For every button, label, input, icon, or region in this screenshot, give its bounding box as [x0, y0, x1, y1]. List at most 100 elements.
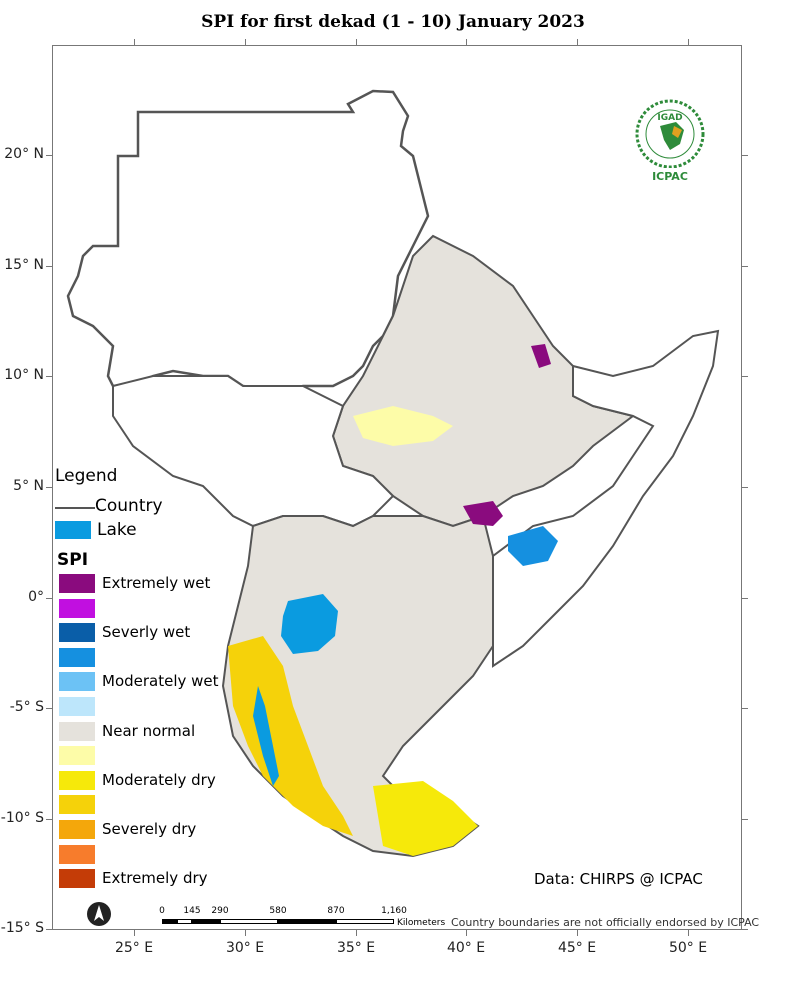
lat-label: -15° S [0, 920, 44, 936]
legend-spi-row [59, 795, 259, 815]
lat-label: 10° N [4, 367, 44, 383]
legend-lake-row: Lake [55, 520, 255, 542]
scale-tick: 145 [183, 906, 201, 916]
lat-tick [46, 376, 52, 377]
lat-label: 5° N [13, 478, 44, 494]
country-border-sudan [66, 89, 430, 393]
legend-spi-swatch [59, 672, 95, 692]
legend-title: Legend [55, 466, 118, 486]
lon-tick [688, 39, 689, 45]
legend-spi-label: Severely dry [102, 820, 197, 838]
boundary-disclaimer: Country boundaries are not officially en… [451, 916, 760, 929]
lat-label: 15° N [4, 257, 44, 273]
scale-segment [192, 919, 220, 924]
lat-tick [742, 376, 748, 377]
legend-spi-label: Moderately wet [102, 672, 219, 691]
lon-tick [577, 39, 578, 45]
north-arrow-icon [87, 902, 111, 926]
logo-igad-text: IGAD [657, 113, 682, 123]
legend-spi-row: Moderately dry [59, 770, 259, 791]
lon-label: 50° E [668, 940, 708, 956]
scale-tick: 580 [269, 906, 287, 916]
wet-patch-djibouti [531, 344, 551, 368]
lat-tick [742, 929, 748, 930]
map-canvas [66, 89, 720, 858]
lat-tick [46, 708, 52, 709]
lon-tick [134, 930, 135, 936]
legend-spi-row: Moderately wet [59, 672, 259, 692]
igad-logo-icon: IGAD [635, 99, 705, 169]
region-somalia [492, 329, 720, 668]
scale-tick: 290 [211, 906, 229, 916]
lon-tick [356, 39, 357, 45]
legend-spi-row [59, 647, 259, 668]
mild-dry-ethiopia [353, 406, 453, 446]
scale-segment [177, 919, 192, 924]
scale-tick: 0 [159, 906, 165, 916]
lat-label: 0° [28, 589, 44, 605]
lat-label: -5° S [9, 699, 44, 715]
lat-tick [46, 929, 52, 930]
lon-label: 40° E [446, 940, 486, 956]
legend-spi-row [59, 697, 259, 717]
legend-lake-label: Lake [97, 520, 137, 540]
legend-spi-label: Severly wet [102, 623, 191, 642]
lat-tick [742, 487, 748, 488]
lon-tick [466, 930, 467, 936]
legend-spi-row: Near normal [59, 721, 259, 742]
map-title: SPI for first dekad (1 - 10) January 202… [201, 12, 585, 32]
lat-tick [46, 819, 52, 820]
lon-tick [356, 930, 357, 936]
lat-tick [46, 487, 52, 488]
lon-label: 25° E [114, 940, 154, 956]
legend-spi-swatch [59, 721, 95, 741]
legend-spi-swatch [59, 844, 95, 864]
legend-spi-swatch [59, 623, 95, 643]
lat-tick [742, 819, 748, 820]
legend-spi-label: Extremely dry [102, 869, 208, 888]
lat-tick [742, 155, 748, 156]
scale-segment [336, 919, 394, 924]
region-south-sudan [112, 375, 395, 528]
legend-spi-row: Severely dry [59, 820, 259, 840]
legend-spi-row [59, 844, 259, 865]
scale-segment [162, 919, 177, 924]
legend-spi-swatch [59, 697, 95, 716]
legend-spi-swatch [59, 598, 95, 618]
wet-patch-somalia [508, 526, 558, 566]
lat-label: -10° S [0, 810, 44, 826]
lon-tick [134, 39, 135, 45]
lat-tick [46, 155, 52, 156]
legend-country-label: Country [95, 496, 163, 516]
lon-tick [688, 930, 689, 936]
legend-spi-swatch [59, 770, 95, 790]
data-credit: Data: CHIRPS @ ICPAC [534, 870, 703, 888]
scale-unit: Kilometers [397, 918, 446, 928]
legend-spi-swatch [59, 869, 95, 889]
lat-tick [46, 598, 52, 599]
legend-spi-swatch [59, 746, 95, 766]
scale-bar: 0 145 290 580 870 1,160 Kilometers [159, 906, 560, 936]
lat-tick [742, 708, 748, 709]
scale-segment [278, 919, 336, 924]
dry-zone-west [228, 636, 353, 836]
legend-spi-swatch [59, 647, 95, 667]
igad-icpac-logo: IGAD ICPAC [630, 96, 710, 186]
legend-spi-row [59, 598, 259, 619]
lon-tick [245, 39, 246, 45]
lake-tanganyika [253, 686, 279, 786]
legend-spi-swatch [59, 795, 95, 815]
lake-victoria [281, 594, 338, 654]
lat-tick [46, 266, 52, 267]
lon-tick [466, 39, 467, 45]
legend-spi-row: Extremely wet [59, 574, 259, 594]
legend-spi-row [59, 746, 259, 766]
lat-tick [742, 598, 748, 599]
lake-swatch [55, 521, 91, 539]
country-line-swatch [55, 507, 95, 509]
scale-segment [220, 919, 278, 924]
lon-label: 30° E [225, 940, 265, 956]
legend-spi-swatch [59, 820, 95, 839]
legend-country-row: Country [55, 496, 255, 516]
lat-tick [742, 266, 748, 267]
